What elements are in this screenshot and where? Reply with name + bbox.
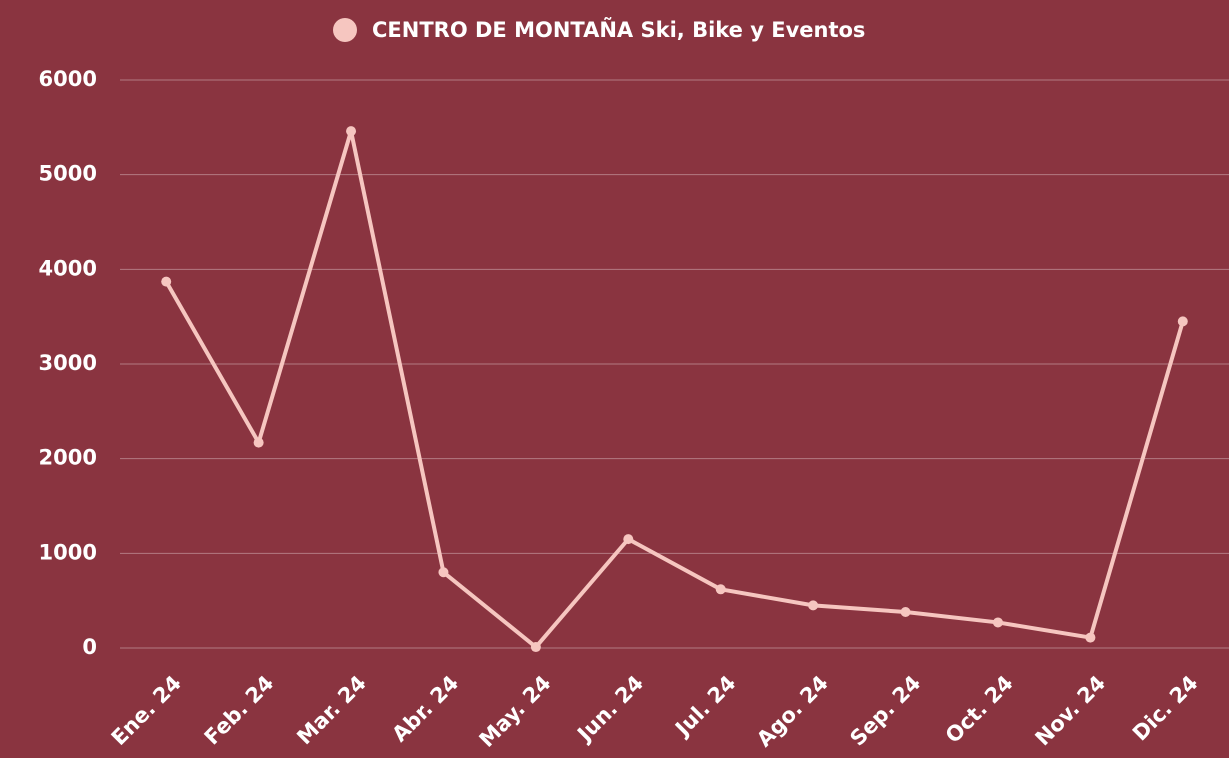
y-tick-label: 1000 <box>39 540 97 564</box>
point <box>1177 316 1188 327</box>
y-tick-label: 5000 <box>39 162 97 186</box>
point <box>530 642 541 653</box>
point <box>623 534 634 545</box>
y-tick-label: 2000 <box>39 446 97 470</box>
point <box>253 437 264 448</box>
point <box>438 567 449 578</box>
point <box>715 584 726 595</box>
y-tick-label: 0 <box>82 635 97 659</box>
point <box>900 607 911 618</box>
point <box>1085 632 1096 643</box>
y-tick-label: 4000 <box>39 256 97 280</box>
y-tick-label: 6000 <box>39 67 97 91</box>
point <box>161 276 172 287</box>
y-tick-label: 3000 <box>39 351 97 375</box>
legend-marker <box>333 18 357 42</box>
point <box>808 600 819 611</box>
line <box>164 129 1185 650</box>
point <box>346 126 357 137</box>
point <box>992 617 1003 628</box>
legend-label: CENTRO DE MONTAÑA Ski, Bike y Eventos <box>372 17 865 42</box>
